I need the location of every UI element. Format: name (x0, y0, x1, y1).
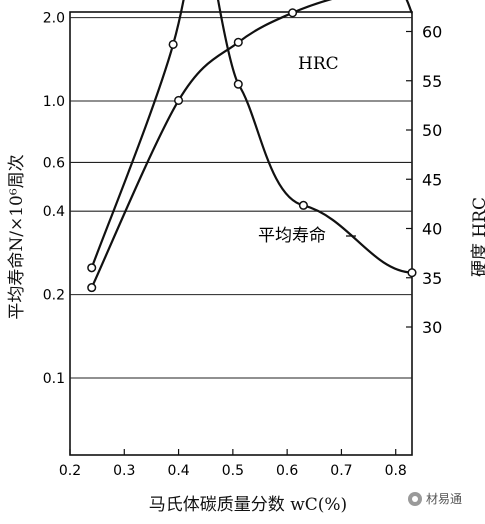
y-right-tick-label: 55 (422, 72, 442, 91)
y-left-tick-label: 0.4 (43, 204, 65, 220)
data-point-life-0 (87, 263, 97, 273)
data-point-life-1 (168, 39, 178, 50)
watermark: 材易通 (408, 490, 462, 507)
y-right-tick-label: 40 (422, 220, 442, 239)
x-tick-label: 0.4 (167, 463, 189, 479)
series-line-life-falling (216, 0, 413, 274)
y-left-tick-label: 0.1 (43, 371, 65, 387)
x-tick-label: 0.3 (113, 463, 135, 479)
series-label-hrc: HRC (298, 54, 339, 74)
data-point-hrc-2 (233, 37, 243, 47)
series-line-hrc (90, 0, 413, 289)
x-tick-label: 0.2 (59, 463, 81, 479)
data-point-life-3 (233, 79, 243, 89)
x-tick-label: 0.5 (222, 463, 244, 479)
x-tick-label: 0.6 (276, 463, 298, 479)
y-right-tick-label: 50 (422, 121, 442, 140)
watermark-text: 材易通 (426, 492, 463, 506)
data-point-hrc-1 (174, 95, 184, 105)
data-point-life-5 (407, 268, 417, 278)
x-tick-label: 0.7 (330, 463, 352, 479)
y-axis-right-label: 硬度 HRC (470, 196, 485, 278)
y-left-tick-label: 0.2 (43, 288, 65, 304)
data-point-life-4 (298, 200, 308, 210)
y-axis-left-label: 平均寿命N/×10⁶周次 (7, 154, 27, 320)
series-label-life: 平均寿命 (258, 226, 326, 246)
y-right-tick-label: 30 (422, 318, 442, 337)
plot-frame (69, 11, 413, 456)
series-line-life-rising (90, 0, 185, 269)
y-left-tick-label: 2.0 (43, 11, 65, 27)
y-right-tick-label: 35 (422, 269, 442, 288)
y-left-tick-label: 1.0 (43, 94, 65, 110)
y-right-tick-label: 60 (422, 23, 442, 42)
data-point-hrc-3 (288, 8, 298, 18)
y-right-tick-label: 45 (422, 170, 442, 189)
data-point-hrc-0 (87, 283, 97, 293)
x-axis-label: 马氏体碳质量分数 wC(%) (148, 495, 348, 515)
y-left-tick-label: 0.6 (43, 155, 65, 171)
x-tick-label: 0.8 (385, 463, 407, 479)
wechat-logo-icon (408, 491, 422, 506)
